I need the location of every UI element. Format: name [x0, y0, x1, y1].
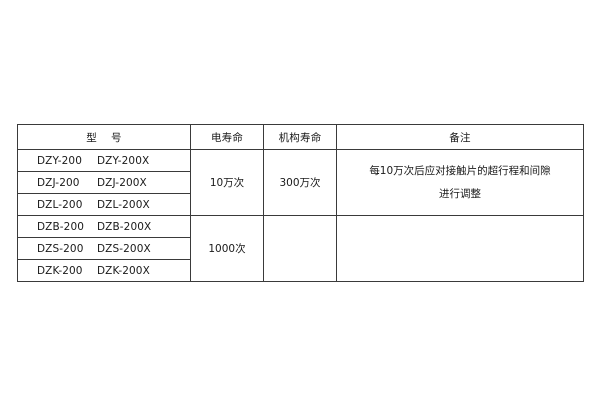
cell-model: DZY-200 DZY-200X — [17, 149, 191, 172]
cell-electrical-life-group-2: 1000次 — [190, 215, 264, 282]
table-header-row: 型号 电寿命 机构寿命 备注 — [17, 124, 584, 150]
remark-line-1: 每10万次后应对接触片的超行程和间隙 — [369, 164, 551, 177]
model-pair: DZK-200 DZK-200X — [37, 265, 171, 277]
model-code-primary: DZL-200 — [37, 198, 83, 211]
model-code-variant: DZB-200X — [97, 220, 152, 233]
column-header-model-char-2: 号 — [111, 131, 122, 144]
table-row: DZL-200 DZL-200X — [17, 193, 584, 216]
model-pair: DZS-200 DZS-200X — [37, 243, 171, 255]
cell-model: DZJ-200 DZJ-200X — [17, 171, 191, 194]
column-header-model-char-1: 型 — [86, 131, 97, 144]
cell-model: DZS-200 DZS-200X — [17, 237, 191, 260]
relay-specification-table: 型号 电寿命 机构寿命 备注 DZY-200 DZY-200X 10万次 300万… — [17, 124, 584, 282]
column-header-electrical-life: 电寿命 — [190, 124, 264, 150]
cell-remark-group-1: 每10万次后应对接触片的超行程和间隙 进行调整 — [336, 149, 584, 216]
model-pair: DZY-200 DZY-200X — [37, 155, 171, 167]
table-row: DZB-200 DZB-200X 1000次 — [17, 215, 584, 282]
remark-line-2: 进行调整 — [439, 187, 481, 200]
model-pair: DZB-200 DZB-200X — [37, 221, 171, 233]
cell-remark-group-2 — [336, 215, 584, 282]
model-code-primary: DZK-200 — [37, 264, 83, 277]
model-pair: DZL-200 DZL-200X — [37, 199, 171, 211]
cell-model: DZK-200 DZK-200X — [17, 259, 191, 282]
model-code-variant: DZY-200X — [97, 154, 150, 167]
column-header-remark: 备注 — [336, 124, 584, 150]
column-header-model: 型号 — [17, 124, 191, 150]
model-pair: DZJ-200 DZJ-200X — [37, 177, 171, 189]
model-code-primary: DZY-200 — [37, 154, 82, 167]
table-row: DZS-200 DZS-200X — [17, 237, 584, 260]
model-code-variant: DZL-200X — [97, 198, 150, 211]
cell-electrical-life-group-1: 10万次 — [190, 149, 264, 216]
cell-mechanical-life-group-2 — [263, 215, 337, 282]
model-code-primary: DZJ-200 — [37, 176, 80, 189]
model-code-primary: DZS-200 — [37, 242, 84, 255]
model-code-variant: DZK-200X — [97, 264, 150, 277]
cell-mechanical-life-group-1: 300万次 — [263, 149, 337, 216]
spec-table-container: 型号 电寿命 机构寿命 备注 DZY-200 DZY-200X 10万次 300万… — [17, 124, 584, 282]
model-code-variant: DZJ-200X — [97, 176, 147, 189]
table-row: DZY-200 DZY-200X 10万次 300万次 每10万次后应对接触片的超… — [17, 149, 584, 216]
model-code-primary: DZB-200 — [37, 220, 85, 233]
cell-model: DZB-200 DZB-200X — [17, 215, 191, 238]
cell-model: DZL-200 DZL-200X — [17, 193, 191, 216]
model-code-variant: DZS-200X — [97, 242, 151, 255]
table-row: DZJ-200 DZJ-200X — [17, 171, 584, 194]
table-row: DZK-200 DZK-200X — [17, 259, 584, 282]
column-header-mechanical-life: 机构寿命 — [263, 124, 337, 150]
